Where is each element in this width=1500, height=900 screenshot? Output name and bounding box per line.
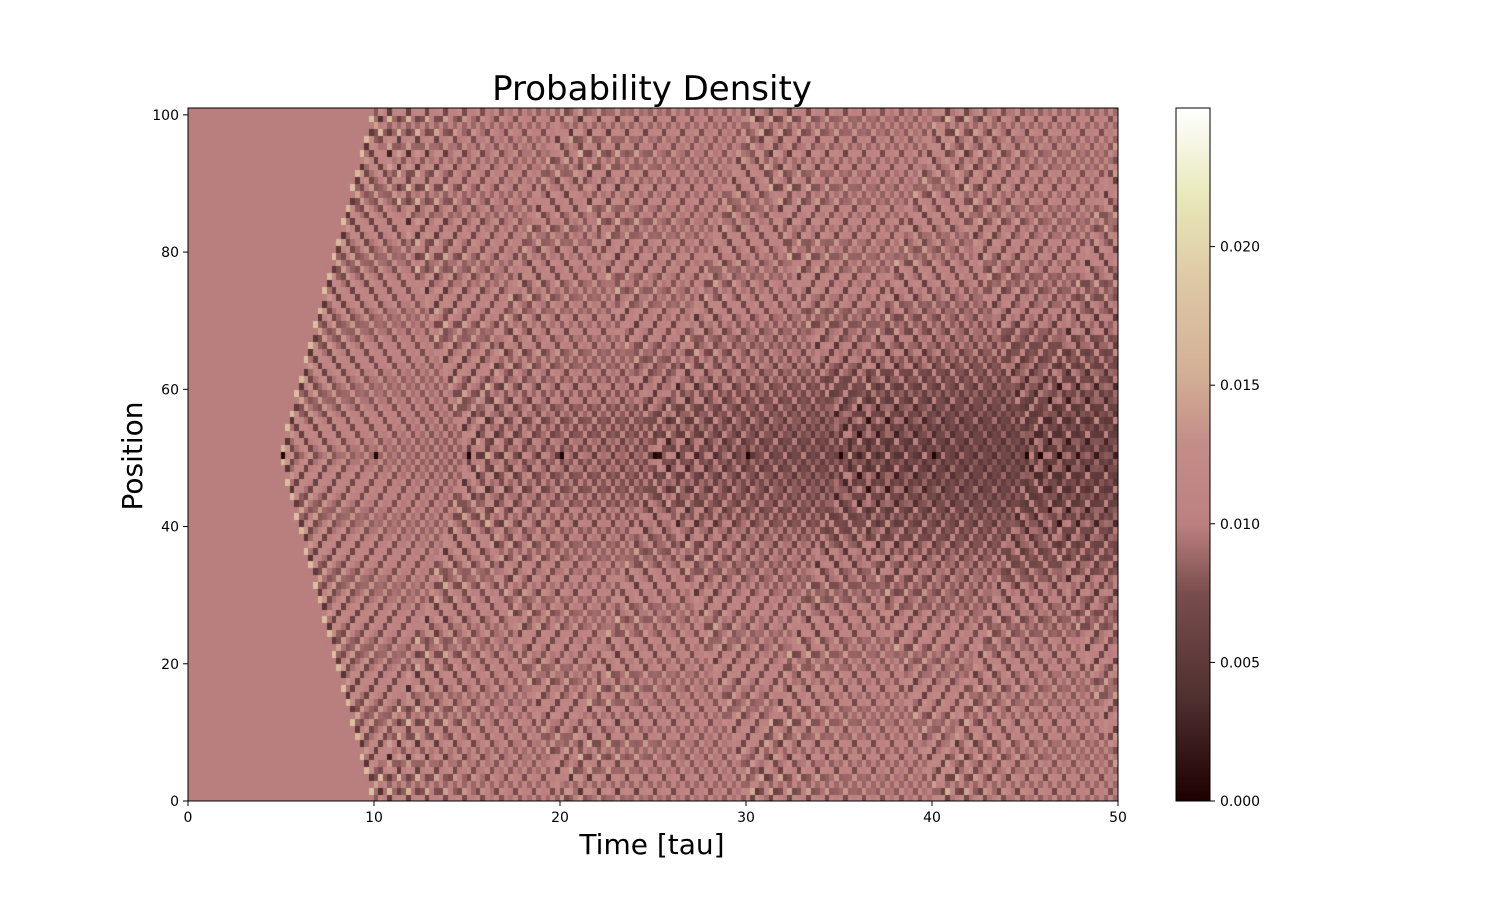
y-tick-label: 100 [152, 108, 179, 124]
y-tick-label: 0 [170, 794, 179, 810]
colorbar-axis: 0.000 0.005 0.010 0.015 0.020 [1210, 240, 1260, 810]
x-axis-label: Time [tau] [578, 828, 724, 861]
x-tick-label: 10 [365, 810, 383, 826]
x-axis: 0 10 20 30 40 50 [184, 801, 1127, 826]
heatmap-canvas [188, 108, 1118, 801]
x-tick-label: 50 [1109, 810, 1127, 826]
y-tick-label: 20 [161, 657, 179, 673]
colorbar-tick-label: 0.005 [1220, 655, 1260, 671]
chart-title: Probability Density [492, 69, 812, 109]
colorbar-canvas [1176, 108, 1210, 801]
colorbar-frame [1175, 107, 1211, 802]
x-tick-label: 20 [551, 810, 569, 826]
x-tick-label: 40 [923, 810, 941, 826]
y-tick-label: 80 [161, 245, 179, 261]
colorbar-tick-label: 0.010 [1220, 517, 1260, 533]
colorbar-tick-label: 0.020 [1220, 240, 1260, 256]
colorbar-tick-label: 0.000 [1220, 794, 1260, 810]
y-axis-label: Position [116, 401, 149, 510]
plot-frame [187, 107, 1119, 802]
y-tick-label: 40 [161, 520, 179, 536]
colorbar-tick-label: 0.015 [1220, 378, 1260, 394]
x-tick-label: 0 [184, 810, 193, 826]
y-tick-label: 60 [161, 382, 179, 398]
y-axis: 0 20 40 60 80 100 [152, 108, 188, 810]
x-tick-label: 30 [737, 810, 755, 826]
